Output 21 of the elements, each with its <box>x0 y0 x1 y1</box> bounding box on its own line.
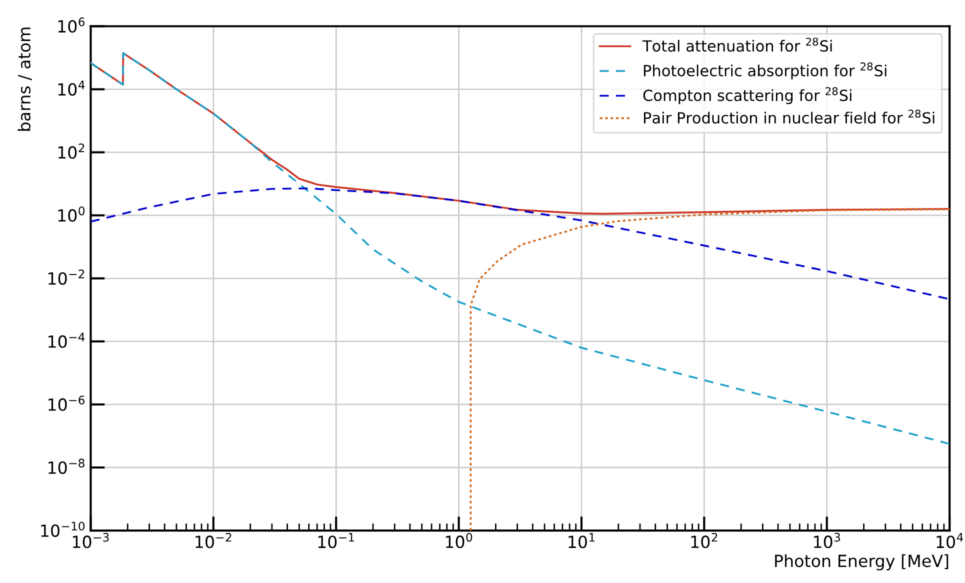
x-axis-title: Photon Energy [MeV] <box>775 554 948 570</box>
legend-label: Pair Production in nuclear field for $^{28}$Si <box>644 110 934 124</box>
x-tick-label: 10$^{−2}$ <box>196 532 232 548</box>
y-tick-label: 10$^{−8}$ <box>48 458 84 474</box>
y-tick-label: 10$^{4}$ <box>58 80 85 96</box>
x-tick-label: 10$^{4}$ <box>936 533 964 548</box>
y-tick-label: 10$^{0}$ <box>58 206 85 222</box>
legend-label: Compton scattering for $^{28}$Si <box>643 87 852 104</box>
legend-label: Total attenuation for $^{28}$Si <box>642 38 832 52</box>
x-tick-label: 10$^{3}$ <box>814 532 840 548</box>
x-tick-label: 10$^{−1}$ <box>318 533 354 548</box>
y-tick-label: 10$^{−2}$ <box>48 270 84 285</box>
y-tick-label: 10$^{2}$ <box>58 143 84 159</box>
x-tick-label: 10$^{0}$ <box>446 532 472 548</box>
y-tick-label: 10$^{−6}$ <box>48 396 85 411</box>
y-tick-label: 10$^{−4}$ <box>48 332 85 348</box>
legend-label: Photoelectric absorption for $^{28}$Si <box>644 62 886 80</box>
x-tick-label: 10$^{1}$ <box>568 533 595 548</box>
y-axis-title: barns / atom <box>18 28 32 131</box>
y-tick-label: 10$^{6}$ <box>58 17 85 33</box>
x-tick-label: 10$^{2}$ <box>691 532 718 548</box>
